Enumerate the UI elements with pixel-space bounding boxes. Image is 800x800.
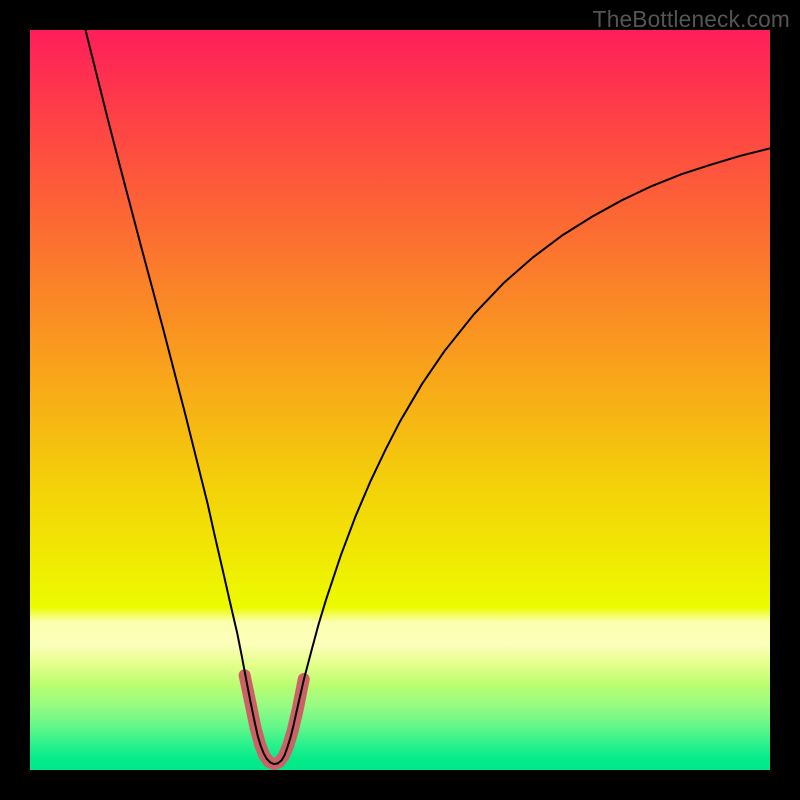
chart-frame: TheBottleneck.com — [0, 0, 800, 800]
watermark-text: TheBottleneck.com — [593, 6, 790, 33]
plot-svg — [0, 0, 800, 800]
plot-background — [30, 30, 770, 770]
